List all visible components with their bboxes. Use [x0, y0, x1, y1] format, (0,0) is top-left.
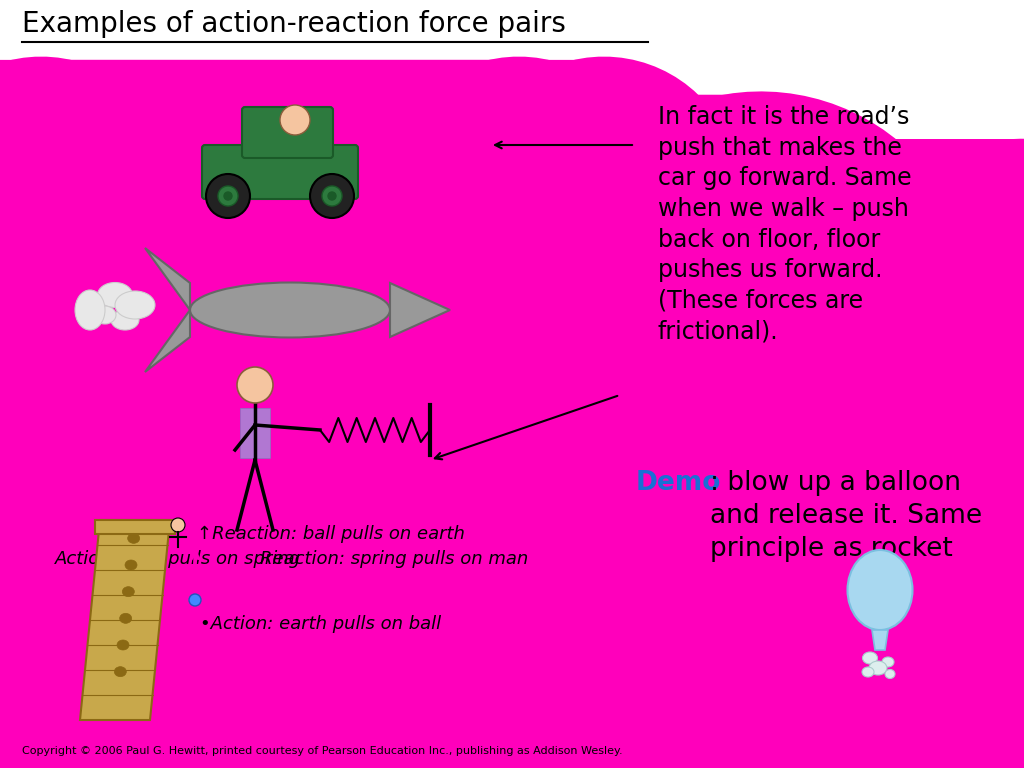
Text: Reaction: gas pushes on rocket: Reaction: gas pushes on rocket	[250, 360, 532, 378]
Text: Copyright © 2006 Paul G. Hewitt, printed courtesy of Pearson Education Inc., pub: Copyright © 2006 Paul G. Hewitt, printed…	[22, 746, 623, 756]
Text: ↑Reaction: ball pulls on earth: ↑Reaction: ball pulls on earth	[197, 525, 465, 543]
Circle shape	[280, 105, 310, 135]
Polygon shape	[95, 520, 175, 534]
Circle shape	[218, 186, 238, 206]
Text: •Action: earth pulls on ball: •Action: earth pulls on ball	[200, 615, 441, 633]
Ellipse shape	[885, 670, 895, 678]
Ellipse shape	[97, 283, 132, 307]
Circle shape	[310, 174, 354, 218]
Ellipse shape	[125, 560, 137, 570]
Circle shape	[237, 367, 273, 403]
FancyBboxPatch shape	[242, 107, 333, 158]
Text: Action: man pulls on spring: Action: man pulls on spring	[55, 550, 301, 568]
Polygon shape	[145, 310, 190, 372]
Text: Reaction: spring pulls on man: Reaction: spring pulls on man	[260, 550, 528, 568]
Ellipse shape	[882, 657, 894, 667]
Polygon shape	[390, 283, 450, 337]
Ellipse shape	[94, 306, 116, 324]
Text: Reaction: road pushes on tire: Reaction: road pushes on tire	[240, 225, 506, 243]
Ellipse shape	[869, 661, 887, 675]
FancyBboxPatch shape	[202, 145, 358, 199]
Ellipse shape	[117, 640, 129, 650]
Circle shape	[224, 192, 232, 200]
Ellipse shape	[190, 283, 390, 337]
Ellipse shape	[75, 290, 105, 330]
Circle shape	[322, 186, 342, 206]
Text: : blow up a balloon
and release it. Same
principle as rocket: : blow up a balloon and release it. Same…	[710, 470, 982, 562]
Ellipse shape	[862, 667, 874, 677]
Ellipse shape	[848, 550, 912, 630]
Polygon shape	[872, 630, 888, 650]
Ellipse shape	[111, 310, 139, 330]
Ellipse shape	[122, 587, 134, 597]
Polygon shape	[145, 248, 190, 310]
Ellipse shape	[862, 652, 878, 664]
Polygon shape	[80, 520, 170, 720]
Text: In fact it is the road’s
push that makes the
car go forward. Same
when we walk –: In fact it is the road’s push that makes…	[658, 105, 911, 343]
Ellipse shape	[120, 614, 132, 624]
Circle shape	[171, 518, 185, 532]
Text: Demo: Demo	[636, 470, 721, 496]
Ellipse shape	[128, 533, 139, 543]
Ellipse shape	[115, 667, 126, 677]
Circle shape	[328, 192, 336, 200]
Circle shape	[189, 594, 201, 606]
Text: Examples of action-reaction force pairs: Examples of action-reaction force pairs	[22, 10, 566, 38]
Text: Action: tire pushes on road: Action: tire pushes on road	[55, 225, 298, 243]
Ellipse shape	[115, 291, 155, 319]
Text: Action: rocket pushes on gas: Action: rocket pushes on gas	[55, 360, 315, 378]
Circle shape	[206, 174, 250, 218]
FancyBboxPatch shape	[240, 408, 270, 458]
